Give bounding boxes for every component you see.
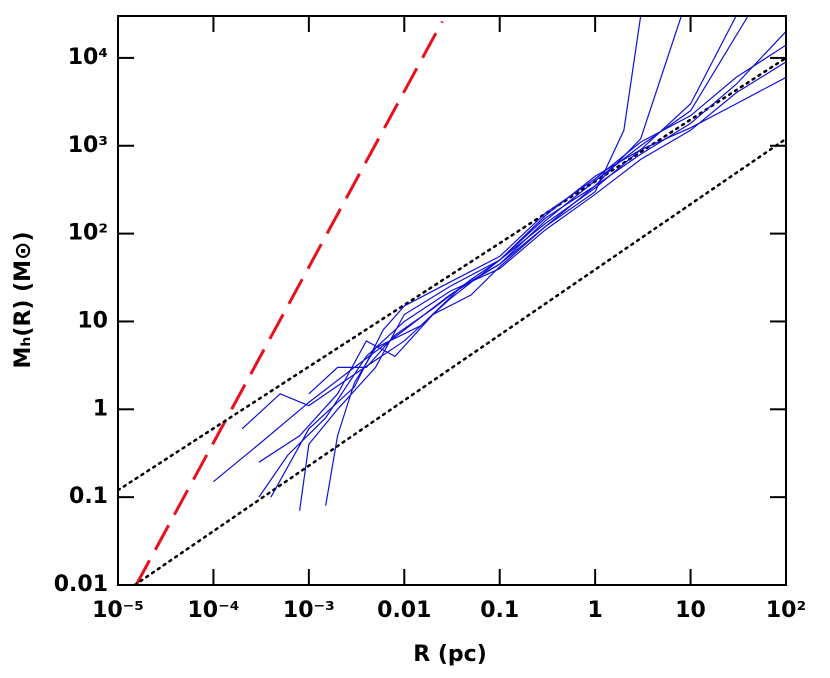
x-tick-label: 10⁻⁴ <box>187 598 239 623</box>
y-tick-label: 10³ <box>68 133 108 158</box>
y-tick-label: 10⁴ <box>68 45 108 70</box>
x-axis-label: R (pc) <box>413 642 487 667</box>
x-tick-label: 0.01 <box>377 598 431 623</box>
series-line <box>241 16 737 430</box>
series-line <box>325 16 749 506</box>
x-tick-label: 10 <box>675 598 706 623</box>
x-tick-label: 10⁻⁵ <box>92 598 144 623</box>
series-line <box>118 56 786 492</box>
plot-frame <box>117 15 787 586</box>
x-tick-label: 10² <box>766 598 806 623</box>
y-axis-label: Mₕ(R) (M⊙) <box>11 231 36 368</box>
series-line <box>213 16 642 483</box>
y-tick-label: 1 <box>93 396 108 421</box>
series-line <box>308 76 786 395</box>
x-tick-label: 1 <box>587 598 602 623</box>
series-line <box>133 137 786 585</box>
series-line <box>270 44 786 498</box>
series-line <box>258 16 682 463</box>
series-line <box>134 20 444 585</box>
x-tick-label: 0.1 <box>480 598 519 623</box>
y-tick-label: 10² <box>68 221 108 246</box>
x-tick-label: 10⁻³ <box>283 598 335 623</box>
series-line <box>258 61 786 498</box>
y-tick-label: 10 <box>77 308 108 333</box>
y-tick-label: 0.1 <box>69 484 108 509</box>
y-tick-label: 0.01 <box>54 572 108 597</box>
series-line <box>299 31 786 511</box>
plot-area <box>118 16 786 585</box>
